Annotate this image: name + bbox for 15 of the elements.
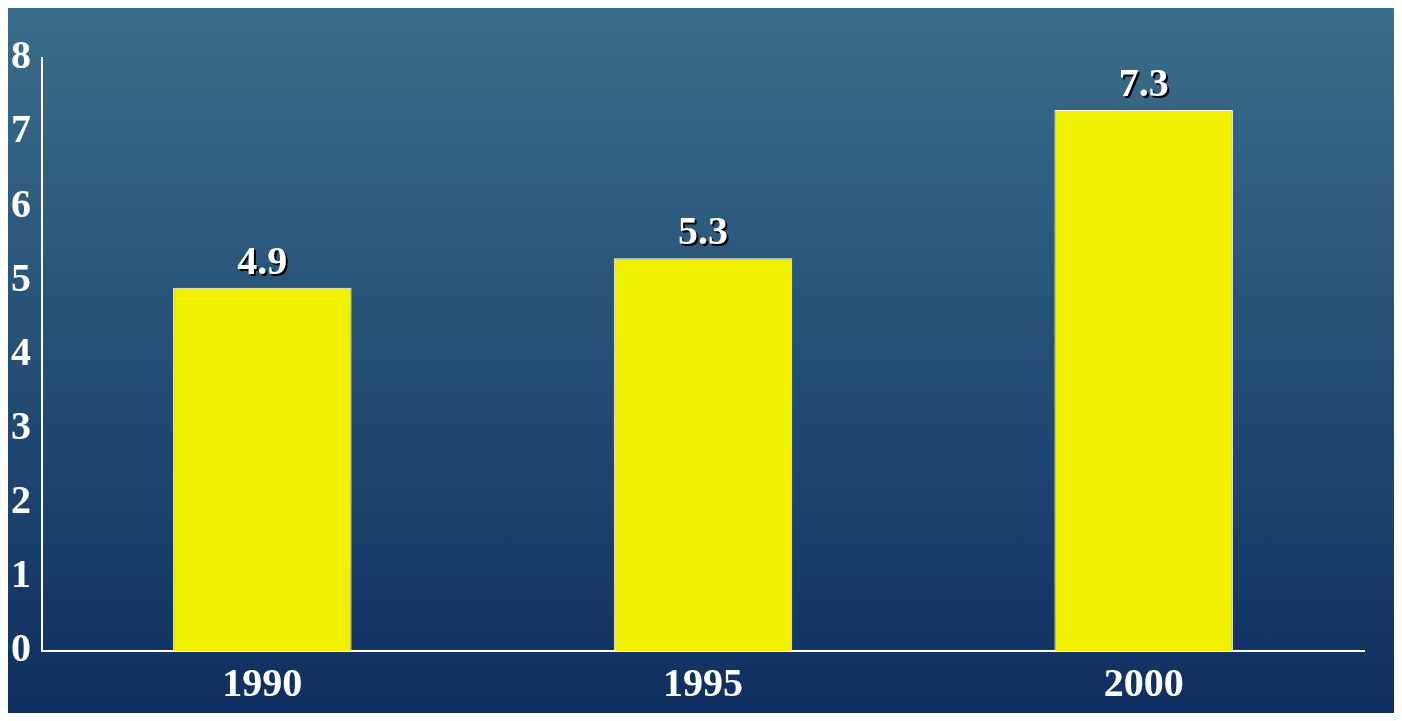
data-label: 7.3: [1120, 62, 1171, 108]
y-tick-label: 5: [11, 254, 31, 300]
y-tick-label: 4: [11, 328, 31, 374]
x-tick-label: 1995: [663, 660, 743, 706]
data-label: 5.3: [680, 210, 730, 256]
y-tick-label: 2: [11, 477, 31, 523]
y-tick-label: 3: [11, 402, 31, 448]
x-tick-label: 2000: [1103, 660, 1184, 706]
y-tick-label: 7: [11, 106, 31, 152]
data-label: 4.9: [239, 240, 290, 286]
y-tick-label: 8: [11, 32, 31, 78]
y-tick-label: 6: [11, 180, 31, 226]
x-tick-label: 1990: [222, 660, 303, 706]
y-tick-label: 0: [11, 625, 31, 671]
y-tick-label: 1: [11, 551, 31, 597]
